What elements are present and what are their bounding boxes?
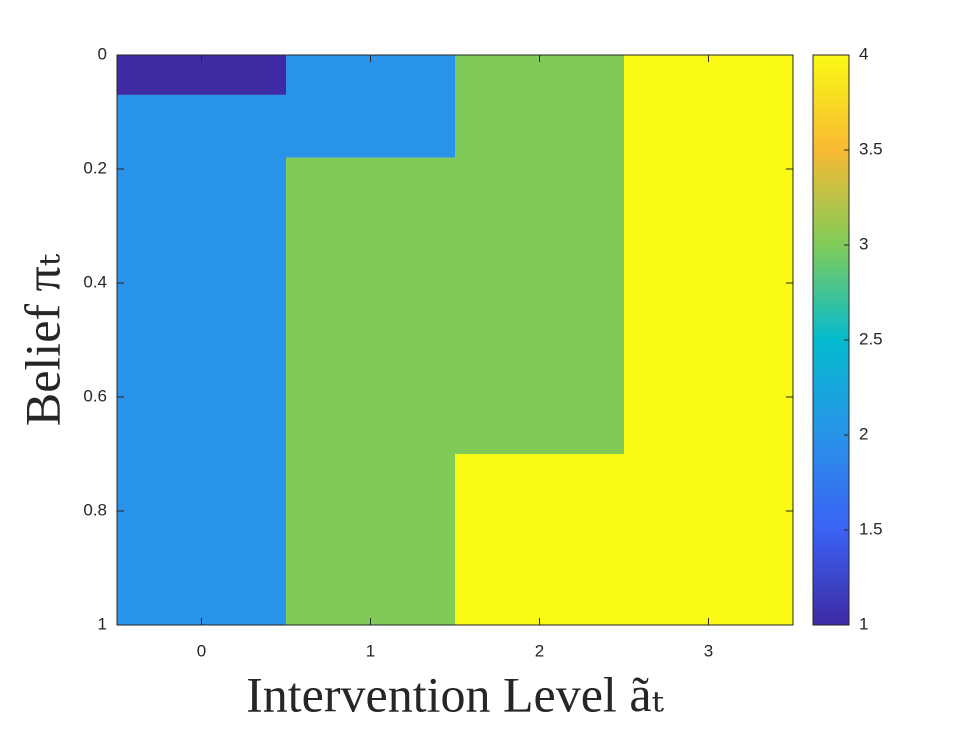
y-tick-label: 1 [98, 614, 107, 633]
y-tick-label: 0.8 [83, 500, 107, 519]
y-tick-label: 0 [98, 44, 107, 63]
plot-frame [116, 54, 794, 626]
colorbar-tick-label: 3.5 [859, 139, 883, 158]
heatmap-cell [117, 94, 286, 625]
x-tick-label: 0 [197, 641, 206, 660]
colorbar-tick-label: 4 [859, 44, 868, 63]
y-tick-label: 0.2 [83, 158, 107, 177]
heatmap-cell [455, 454, 624, 625]
heatmap-cell [624, 55, 793, 625]
heatmap-cell [286, 157, 455, 625]
x-axis-label: Intervention Level ãₜ [246, 666, 664, 722]
y-tick-label: 0.4 [83, 272, 107, 291]
x-tick-label: 1 [366, 641, 375, 660]
y-axis-label: Belief πₜ [14, 253, 70, 426]
colorbar [812, 54, 850, 626]
colorbar-tick-label: 2 [859, 424, 868, 443]
colorbar-tick-label: 2.5 [859, 329, 883, 348]
colorbar-tick-label: 3 [859, 234, 868, 253]
heatmap-cell [455, 55, 624, 454]
colorbar-tick-label: 1.5 [859, 519, 883, 538]
x-tick-label: 3 [704, 641, 713, 660]
heatmap-cell [286, 55, 455, 158]
y-tick-label: 0.6 [83, 386, 107, 405]
x-tick-label: 2 [535, 641, 544, 660]
colorbar-tick-label: 1 [859, 614, 868, 633]
